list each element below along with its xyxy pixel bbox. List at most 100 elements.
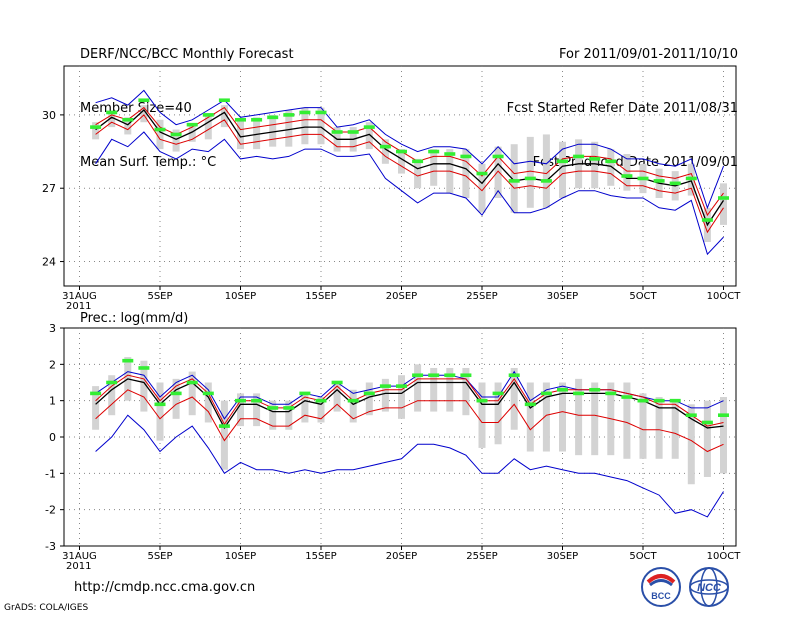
observed-marker	[540, 391, 552, 396]
upper-envelope-line	[95, 89, 724, 210]
observed-marker	[347, 130, 359, 134]
member-range-bar	[188, 124, 196, 142]
observed-marker	[589, 387, 601, 392]
observed-marker	[428, 149, 440, 154]
observed-marker	[573, 154, 585, 159]
observed-marker	[267, 406, 279, 410]
bcc-logo: BCC	[641, 567, 681, 607]
x-tick-label: 30SEP	[547, 551, 578, 562]
header-variable: Mean Surf. Temp.: °C	[80, 155, 217, 170]
x-tick-label: 10OCT	[707, 291, 742, 302]
observed-marker	[605, 159, 617, 164]
member-range-bar	[285, 110, 293, 147]
member-range-bar	[703, 400, 711, 477]
footer-credit: GrADS: COLA/IGES	[4, 603, 89, 613]
lower-envelope-line	[95, 414, 724, 518]
observed-marker	[218, 424, 230, 428]
x-tick-label: 5SEP	[147, 551, 172, 562]
upper-spread-line	[95, 374, 724, 427]
member-range-bar	[237, 393, 244, 427]
y-tick-label: 2	[49, 358, 56, 371]
observed-marker	[444, 152, 456, 156]
observed-marker	[202, 391, 214, 396]
member-range-bar	[204, 382, 212, 423]
observed-marker	[621, 174, 633, 178]
ncc-logo: NCC	[689, 567, 729, 607]
x-tick-label: 5OCT	[629, 291, 657, 302]
panel-temperature: 31AUG 5SEP 10SEP 15SEP 20SEP 25SEP 30SEP 5OCT 10…	[42, 65, 742, 312]
member-range-bar	[365, 382, 373, 416]
header-left: DERF/NCC/BCC Monthly Forecast Member Siz…	[80, 10, 294, 190]
member-range-bar	[172, 378, 180, 419]
observed-marker	[235, 117, 246, 122]
observed-marker	[653, 179, 665, 183]
observed-marker	[283, 406, 295, 410]
observed-marker	[122, 358, 134, 363]
member-range-bar	[365, 122, 373, 150]
member-range-bar	[140, 105, 148, 123]
observed-marker	[299, 391, 311, 396]
header-member-size: Member Size=40	[80, 101, 192, 116]
observed-marker	[669, 398, 681, 403]
member-range-bar	[124, 117, 132, 135]
panel-precipitation: 31AUG 5SEP 10SEP 15SEP 20SEP 25SEP 30SEP 5OCT 10…	[45, 311, 741, 572]
observed-marker	[396, 149, 407, 154]
member-range-bar	[478, 163, 486, 213]
member-range-bar	[381, 378, 389, 412]
member-range-bar	[108, 112, 116, 128]
member-range-bar	[510, 144, 518, 213]
observed-marker	[524, 176, 536, 181]
observed-marker	[508, 179, 520, 183]
x-tick-label: 30SEP	[547, 291, 578, 302]
upper-spread-line	[95, 106, 724, 217]
y-tick-label: -1	[45, 467, 56, 480]
member-range-bar	[317, 107, 325, 145]
member-range-bar	[285, 400, 293, 430]
member-range-bar	[591, 382, 599, 456]
member-range-bar	[446, 367, 454, 412]
member-range-bar	[478, 382, 486, 448]
observed-marker	[669, 181, 681, 186]
observed-marker	[540, 179, 552, 183]
y-tick-label: 30	[42, 109, 56, 122]
observed-marker	[299, 110, 311, 115]
observed-marker	[379, 384, 391, 388]
ncc-logo-text: NCC	[697, 582, 722, 594]
observed-marker	[685, 413, 697, 417]
x-tick-label: 25SEP	[466, 291, 497, 302]
observed-marker	[283, 113, 295, 117]
x-tick-label: 15SEP	[305, 291, 336, 302]
lower-spread-line	[95, 114, 724, 234]
member-range-bar	[108, 375, 116, 416]
x-tick-label: 20SEP	[386, 291, 417, 302]
observed-marker	[412, 159, 424, 164]
observed-marker	[637, 176, 649, 181]
observed-marker	[90, 125, 102, 129]
member-range-bar	[462, 367, 470, 416]
observed-marker	[476, 171, 488, 176]
header-title: DERF/NCC/BCC Monthly Forecast	[80, 47, 294, 62]
y-tick-label: 0	[49, 431, 56, 444]
lower-spread-line	[95, 389, 724, 453]
observed-marker	[573, 391, 585, 396]
observed-marker	[138, 98, 150, 103]
member-range-bar	[591, 141, 599, 189]
x-tick-label: 15SEP	[305, 551, 336, 562]
observed-marker	[235, 398, 246, 403]
member-range-bar	[140, 360, 148, 412]
member-range-bar	[172, 129, 180, 152]
member-range-bar	[510, 367, 518, 430]
observed-marker	[412, 373, 424, 378]
member-range-bar	[317, 397, 325, 423]
member-range-bar	[526, 382, 534, 452]
y-tick-label: -2	[45, 504, 56, 517]
observed-marker	[524, 402, 536, 407]
member-range-bar	[398, 149, 405, 174]
member-range-bar	[188, 371, 196, 416]
member-range-bar	[494, 146, 502, 198]
observed-marker	[492, 154, 504, 159]
observed-marker	[701, 218, 713, 222]
member-range-bar	[204, 114, 212, 140]
observed-marker	[621, 395, 633, 399]
